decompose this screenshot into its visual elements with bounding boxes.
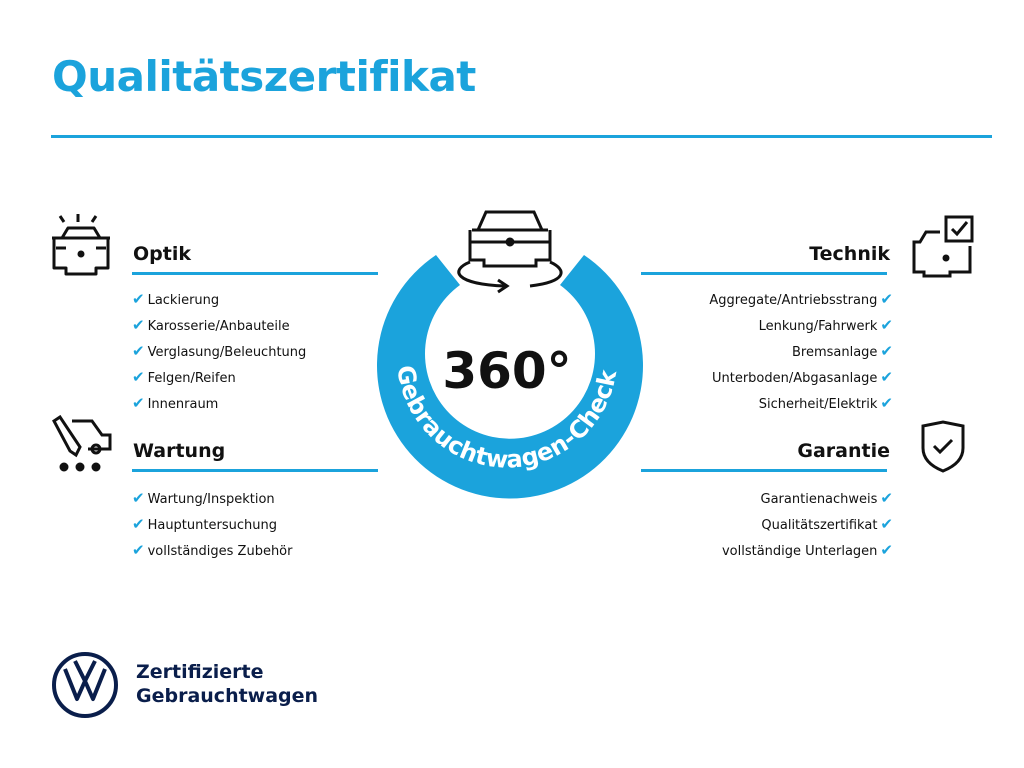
- checklist-item: ✔ Innenraum: [132, 391, 306, 417]
- checklist-item-label: Lenkung/Fahrwerk: [758, 319, 878, 334]
- checklist-item-label: Innenraum: [147, 397, 219, 412]
- checklist-item-label: vollständiges Zubehör: [147, 544, 293, 559]
- check-icon: ✔: [132, 541, 145, 559]
- checklist-item-label: Bremsanlage: [791, 345, 878, 360]
- brand-text: Zertifizierte Gebrauchtwagen: [136, 660, 318, 708]
- wartung-list: ✔ Wartung/Inspektion ✔ Hauptuntersuchung ✔ vo…: [132, 486, 292, 564]
- technik-heading: Technik: [809, 243, 890, 265]
- check-icon: ✔: [880, 342, 893, 360]
- brand-line2: Gebrauchtwagen: [136, 685, 319, 707]
- check-icon: ✔: [880, 489, 893, 507]
- checklist-item: Qualitätszertifikat ✔: [722, 512, 893, 538]
- technik-list: Aggregate/Antriebsstrang ✔ Lenkung/Fahrwer…: [709, 287, 893, 417]
- checklist-item: ✔ Karosserie/Anbauteile: [132, 313, 306, 339]
- optik-heading: Optik: [133, 243, 191, 265]
- check-icon: ✔: [880, 368, 893, 386]
- car-check-icon: [912, 215, 974, 278]
- checklist-item: ✔ Hauptuntersuchung: [132, 512, 292, 538]
- vw-logo: [52, 652, 118, 718]
- brand-line1: Zertifizierte: [136, 661, 264, 683]
- checklist-item: Garantienachweis ✔: [722, 486, 893, 512]
- degree-number: 360°: [442, 342, 571, 400]
- checklist-item-label: Lackierung: [147, 293, 220, 308]
- checklist-item: Unterboden/Abgasanlage ✔: [709, 365, 893, 391]
- checklist-item-label: Sicherheit/Elektrik: [758, 397, 878, 412]
- checklist-item: Lenkung/Fahrwerk ✔: [709, 313, 893, 339]
- garantie-heading: Garantie: [797, 440, 890, 462]
- optik-line: [132, 272, 378, 275]
- wartung-heading: Wartung: [133, 440, 226, 462]
- check-icon: ✔: [132, 368, 145, 386]
- check-icon: ✔: [880, 541, 893, 559]
- check-icon: ✔: [880, 290, 893, 308]
- checklist-item-label: Unterboden/Abgasanlage: [711, 371, 878, 386]
- checklist-item: Sicherheit/Elektrik ✔: [709, 391, 893, 417]
- checklist-item-label: Aggregate/Antriebsstrang: [709, 293, 878, 308]
- checklist-item-label: Garantienachweis: [760, 492, 878, 507]
- title-divider: [51, 135, 992, 138]
- ring-shape: [377, 255, 643, 499]
- checklist-item: ✔ Verglasung/Beleuchtung: [132, 339, 306, 365]
- checklist-item-label: Hauptuntersuchung: [147, 518, 277, 533]
- checklist-item: Bremsanlage ✔: [709, 339, 893, 365]
- check-icon: ✔: [132, 489, 145, 507]
- checklist-item: vollständige Unterlagen ✔: [722, 538, 893, 564]
- check-icon: ✔: [880, 316, 893, 334]
- check-ring: Gebrauchtwagen-Check 360°: [377, 210, 643, 499]
- page-title: Qualitätszertifikat: [52, 52, 476, 101]
- checklist-item: ✔ vollständiges Zubehör: [132, 538, 292, 564]
- check-icon: ✔: [132, 316, 145, 334]
- checklist-item-label: Wartung/Inspektion: [147, 492, 275, 507]
- rotating-car-icon: [457, 210, 563, 294]
- shield-check-icon: [921, 420, 965, 473]
- checklist-item-label: Qualitätszertifikat: [761, 518, 878, 533]
- checklist-item-label: Felgen/Reifen: [147, 371, 236, 386]
- checklist-item: Aggregate/Antriebsstrang ✔: [709, 287, 893, 313]
- car-optics-icon: [52, 214, 110, 276]
- checklist-item-label: vollständige Unterlagen: [721, 544, 878, 559]
- check-icon: ✔: [132, 515, 145, 533]
- wartung-line: [132, 469, 378, 472]
- garantie-list: Garantienachweis ✔ Qualitätszertifikat ✔ vol…: [722, 486, 893, 564]
- check-icon: ✔: [132, 394, 145, 412]
- checklist-item: ✔ Felgen/Reifen: [132, 365, 306, 391]
- checklist-item: ✔ Lackierung: [132, 287, 306, 313]
- check-icon: ✔: [132, 290, 145, 308]
- technik-line: [641, 272, 887, 275]
- check-icon: ✔: [880, 515, 893, 533]
- check-icon: ✔: [880, 394, 893, 412]
- service-car-icon: [52, 415, 112, 472]
- optik-list: ✔ Lackierung ✔ Karosserie/Anbauteile ✔ Vergla…: [132, 287, 306, 417]
- garantie-line: [641, 469, 887, 472]
- checklist-item: ✔ Wartung/Inspektion: [132, 486, 292, 512]
- checklist-item-label: Verglasung/Beleuchtung: [147, 345, 307, 360]
- checklist-item-label: Karosserie/Anbauteile: [147, 319, 290, 334]
- check-icon: ✔: [132, 342, 145, 360]
